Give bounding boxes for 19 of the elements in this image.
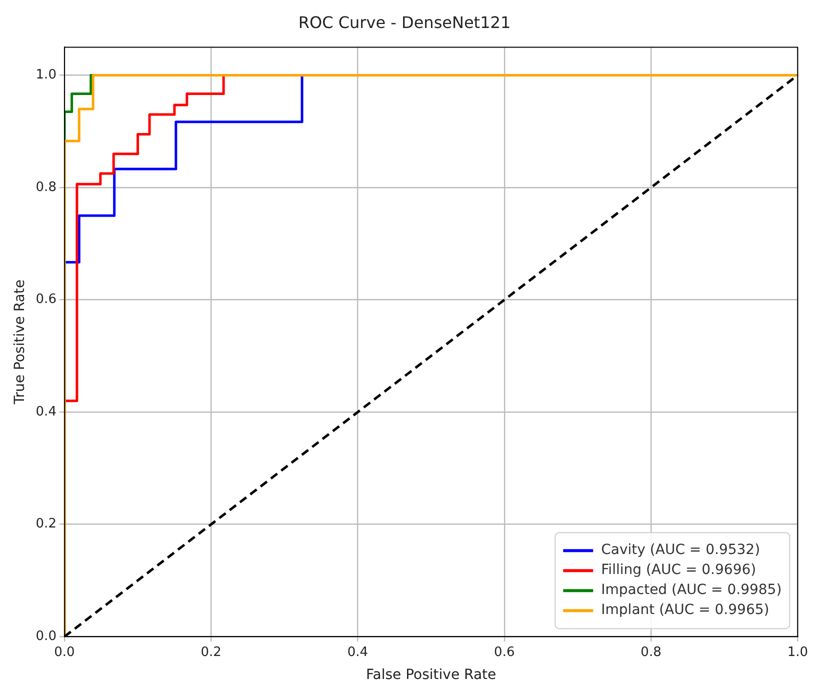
legend-label: Cavity (AUC = 0.9532) bbox=[601, 542, 760, 558]
x-tick-label: 0.2 bbox=[200, 644, 222, 660]
y-tick-label: 0.6 bbox=[36, 292, 56, 308]
legend-label: Implant (AUC = 0.9965) bbox=[601, 602, 770, 618]
y-tick-label: 1.0 bbox=[36, 68, 56, 83]
x-tick-label: 0.6 bbox=[494, 644, 515, 660]
x-tick-label: 0.0 bbox=[54, 644, 75, 660]
legend-label: Impacted (AUC = 0.9985) bbox=[601, 582, 782, 598]
legend-label: Filling (AUC = 0.9696) bbox=[601, 562, 756, 578]
x-tick-label: 0.8 bbox=[640, 644, 662, 660]
y-tick-label: 0.0 bbox=[36, 628, 56, 644]
y-tick-label: 0.8 bbox=[36, 180, 56, 195]
x-tick-label: 1.0 bbox=[787, 644, 808, 660]
x-axis-title: False Positive Rate bbox=[366, 667, 496, 684]
y-axis-title: True Positive Rate bbox=[12, 280, 28, 406]
chart-title: ROC Curve - DenseNet121 bbox=[298, 12, 511, 32]
y-tick-label: 0.4 bbox=[36, 404, 56, 420]
y-tick-label: 0.2 bbox=[36, 516, 56, 532]
x-tick-label: 0.4 bbox=[347, 644, 368, 660]
